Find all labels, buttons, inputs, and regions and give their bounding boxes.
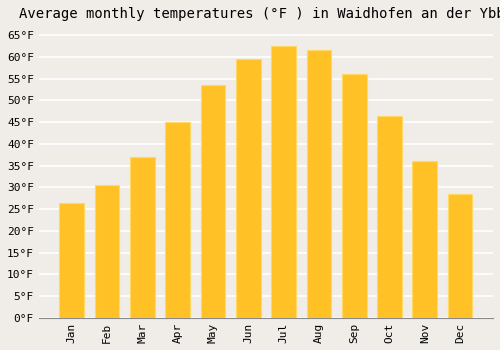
Bar (166, 122, 190, 318)
Bar (448, 194, 472, 318)
Bar (200, 85, 226, 318)
Bar (306, 50, 331, 318)
Bar (130, 157, 155, 318)
Bar (236, 59, 260, 318)
Title: Average monthly temperatures (°F ) in Waidhofen an der Ybbs: Average monthly temperatures (°F ) in Wa… (19, 7, 500, 21)
Bar (271, 46, 296, 318)
Bar (60, 203, 84, 318)
Bar (377, 116, 402, 318)
Bar (94, 185, 120, 318)
Bar (412, 161, 437, 318)
Bar (342, 74, 366, 318)
